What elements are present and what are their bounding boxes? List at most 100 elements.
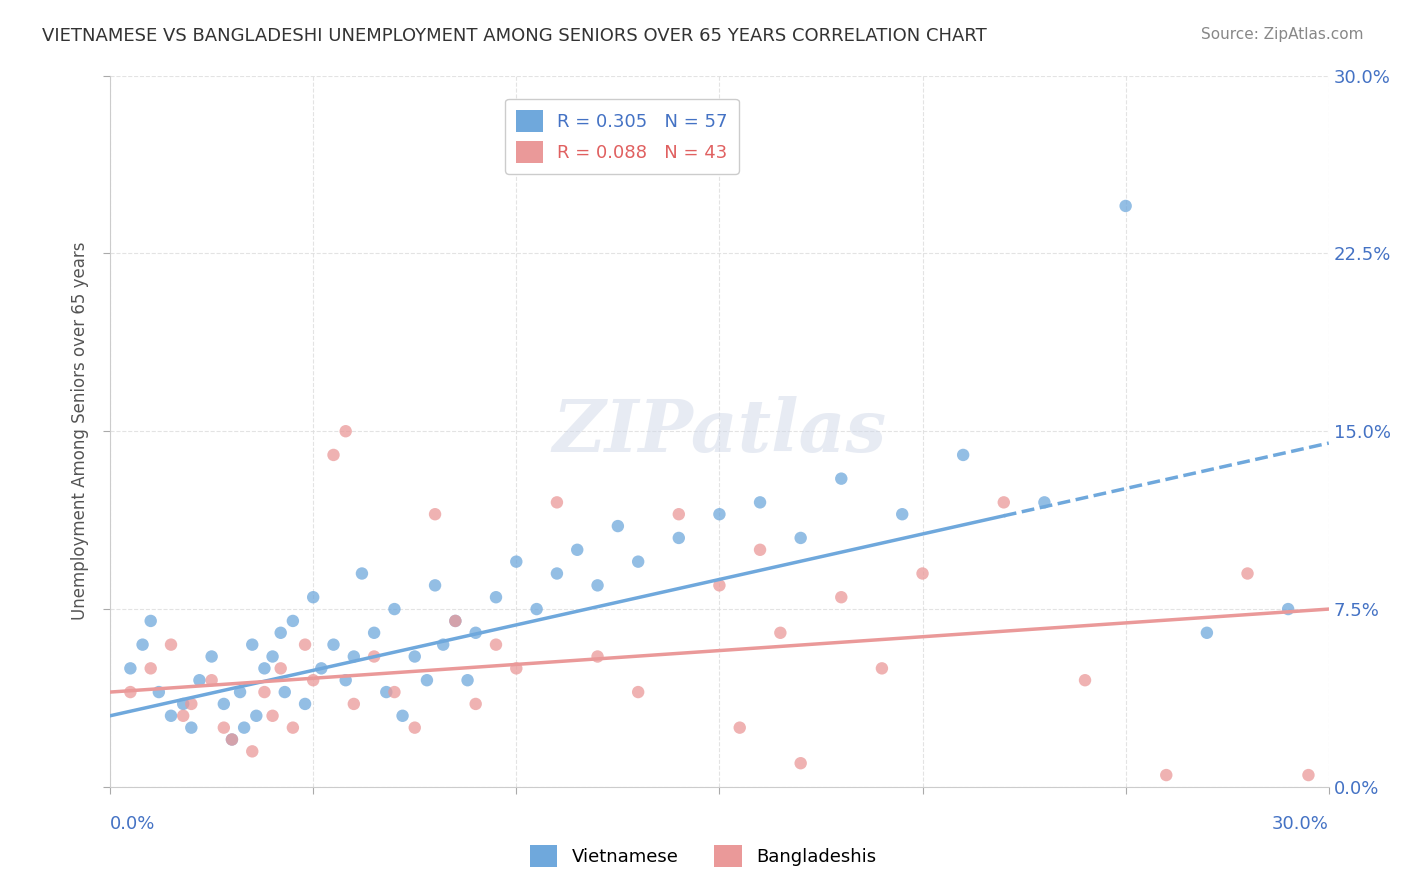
Text: ZIPatlas: ZIPatlas xyxy=(553,396,886,467)
Point xyxy=(201,673,224,688)
Point xyxy=(274,685,297,699)
Text: Source: ZipAtlas.com: Source: ZipAtlas.com xyxy=(1201,27,1364,42)
Point xyxy=(262,649,284,664)
Point xyxy=(253,661,276,675)
Point xyxy=(567,542,589,557)
Point xyxy=(233,721,256,735)
Point xyxy=(870,661,893,675)
Point xyxy=(1236,566,1258,581)
Y-axis label: Unemployment Among Seniors over 65 years: Unemployment Among Seniors over 65 years xyxy=(72,242,89,621)
Point xyxy=(335,673,357,688)
Point xyxy=(789,756,811,771)
Point xyxy=(416,673,439,688)
Text: VIETNAMESE VS BANGLADESHI UNEMPLOYMENT AMONG SENIORS OVER 65 YEARS CORRELATION C: VIETNAMESE VS BANGLADESHI UNEMPLOYMENT A… xyxy=(42,27,987,45)
Point xyxy=(911,566,934,581)
Point xyxy=(270,625,292,640)
Point xyxy=(728,721,751,735)
Point xyxy=(363,625,385,640)
Point xyxy=(221,732,243,747)
Text: 30.0%: 30.0% xyxy=(1272,815,1329,833)
Point xyxy=(180,697,202,711)
Point xyxy=(212,721,235,735)
Point xyxy=(1074,673,1097,688)
Point xyxy=(830,591,852,605)
Point xyxy=(245,708,267,723)
Point xyxy=(444,614,467,628)
Legend: Vietnamese, Bangladeshis: Vietnamese, Bangladeshis xyxy=(523,838,883,874)
Point xyxy=(668,507,690,521)
Point xyxy=(375,685,398,699)
Point xyxy=(749,495,772,509)
Point xyxy=(485,638,508,652)
Point xyxy=(302,673,325,688)
Point xyxy=(384,685,406,699)
Point xyxy=(404,649,426,664)
Point xyxy=(221,732,243,747)
Point xyxy=(262,708,284,723)
Point xyxy=(709,507,731,521)
Point xyxy=(505,555,527,569)
Point xyxy=(294,638,316,652)
Point xyxy=(253,685,276,699)
Point xyxy=(444,614,467,628)
Point xyxy=(464,625,486,640)
Point xyxy=(322,638,344,652)
Point xyxy=(952,448,974,462)
Point xyxy=(1033,495,1056,509)
Point xyxy=(120,661,142,675)
Point xyxy=(363,649,385,664)
Point xyxy=(180,721,202,735)
Point xyxy=(830,472,852,486)
Point xyxy=(769,625,792,640)
Point xyxy=(485,591,508,605)
Point xyxy=(120,685,142,699)
Point xyxy=(131,638,153,652)
Point xyxy=(546,566,568,581)
Point xyxy=(343,649,366,664)
Point xyxy=(1195,625,1218,640)
Point xyxy=(240,638,263,652)
Point xyxy=(404,721,426,735)
Point xyxy=(322,448,344,462)
Point xyxy=(709,578,731,592)
Point xyxy=(457,673,479,688)
Point xyxy=(391,708,413,723)
Point xyxy=(139,661,162,675)
Point xyxy=(160,708,183,723)
Point xyxy=(148,685,170,699)
Point xyxy=(350,566,373,581)
Point xyxy=(172,708,194,723)
Point xyxy=(281,614,304,628)
Point xyxy=(546,495,568,509)
Point xyxy=(1115,199,1137,213)
Text: 0.0%: 0.0% xyxy=(110,815,156,833)
Point xyxy=(586,649,609,664)
Point xyxy=(302,591,325,605)
Point xyxy=(432,638,454,652)
Point xyxy=(993,495,1015,509)
Point xyxy=(212,697,235,711)
Point xyxy=(789,531,811,545)
Point xyxy=(586,578,609,592)
Point xyxy=(384,602,406,616)
Point xyxy=(423,507,446,521)
Point xyxy=(1298,768,1320,782)
Point xyxy=(749,542,772,557)
Point xyxy=(526,602,548,616)
Point xyxy=(423,578,446,592)
Point xyxy=(627,555,650,569)
Point xyxy=(891,507,914,521)
Point xyxy=(464,697,486,711)
Point xyxy=(668,531,690,545)
Point xyxy=(311,661,333,675)
Point xyxy=(1277,602,1299,616)
Point xyxy=(335,424,357,438)
Point xyxy=(270,661,292,675)
Point xyxy=(627,685,650,699)
Point xyxy=(201,649,224,664)
Point xyxy=(139,614,162,628)
Point xyxy=(343,697,366,711)
Point xyxy=(606,519,628,533)
Point xyxy=(172,697,194,711)
Point xyxy=(160,638,183,652)
